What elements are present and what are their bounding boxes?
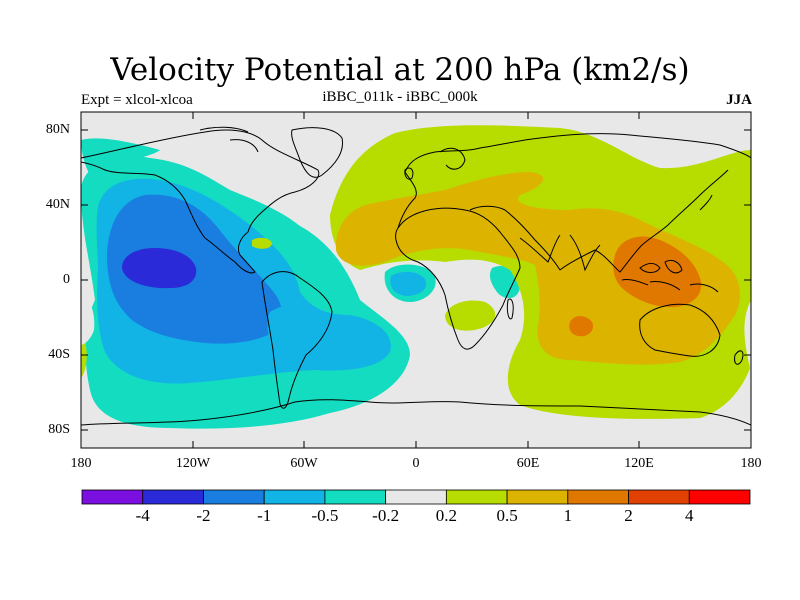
coastline-africa: [395, 207, 521, 350]
colorbar-label: 4: [685, 506, 694, 525]
contour-eastern-orange: [335, 172, 740, 365]
colorbar-label: 2: [624, 506, 633, 525]
colorbar-swatch: [263, 489, 326, 505]
colorbar-swatch: [506, 489, 569, 505]
x-tick-label: 0: [412, 456, 420, 471]
colorbar-label: -4: [135, 506, 150, 525]
contour-field: [81, 112, 751, 448]
colorbar-label: 0.5: [496, 506, 518, 525]
colorbar-swatch: [628, 489, 690, 505]
colorbar-label: -2: [196, 506, 211, 525]
coastline-antarctica: [81, 399, 751, 426]
contour-pacific-darkblue: [122, 248, 197, 289]
coastline-eurasia: [397, 133, 751, 229]
season-label: JJA: [726, 92, 752, 108]
axis-ticks: [81, 112, 751, 448]
y-tick-label: 80S: [48, 422, 70, 437]
coastline-north-america: [81, 129, 320, 274]
y-tick-label: 40N: [45, 197, 70, 212]
y-tick-label: 0: [63, 272, 70, 287]
colorbar-swatch: [567, 489, 629, 505]
colorbar: [81, 489, 751, 505]
colorbar-swatch: [203, 489, 265, 505]
x-tick-label: 180: [70, 456, 92, 471]
colorbar-swatch: [385, 489, 447, 505]
difference-label: iBBC_011k - iBBC_000k: [322, 89, 478, 105]
colorbar-swatch: [324, 489, 387, 505]
colorbar-swatch: [445, 489, 508, 505]
experiment-label: Expt = xlcol-xlcoa: [81, 92, 193, 108]
colorbar-swatch: [81, 489, 144, 505]
x-tick-label: 180: [740, 456, 762, 471]
y-tick-label: 40S: [48, 347, 70, 362]
x-tick-label: 60E: [516, 456, 540, 471]
colorbar-label: -0.2: [372, 506, 400, 525]
map-title: Velocity Potential at 200 hPa (km2/s): [110, 52, 690, 88]
x-tick-label: 60W: [290, 456, 318, 471]
coastline-south-america: [261, 271, 333, 409]
colorbar-label: -0.5: [311, 506, 339, 525]
x-tick-label: 120W: [175, 456, 211, 471]
colorbar-label: -1: [257, 506, 272, 525]
coastline-australia: [639, 303, 721, 357]
y-tick-label: 80N: [45, 122, 70, 137]
colorbar-label: 1: [563, 506, 573, 525]
x-tick-label: 120E: [624, 456, 654, 471]
colorbar-swatch: [142, 489, 204, 505]
coastlines: [81, 126, 751, 426]
colorbar-label: 0.2: [435, 506, 457, 525]
colorbar-swatch: [688, 489, 751, 505]
